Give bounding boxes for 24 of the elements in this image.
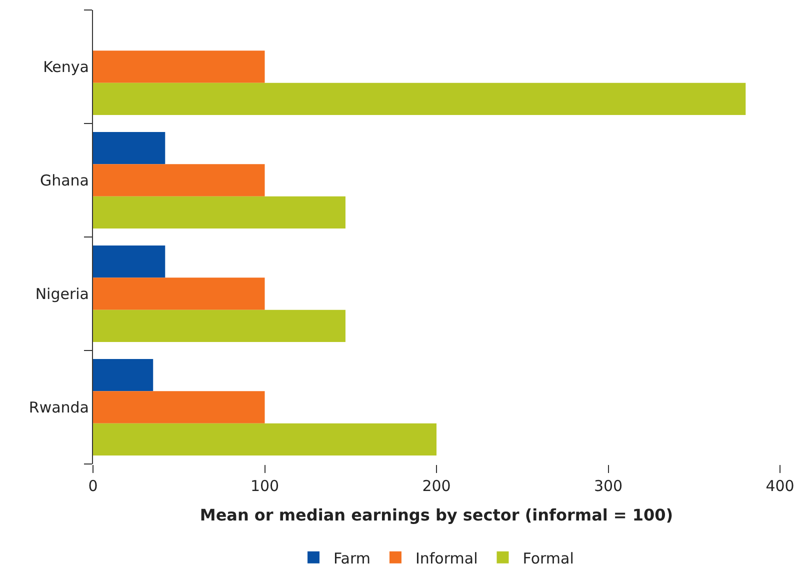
bar: [93, 391, 265, 424]
bar: [93, 278, 265, 310]
y-tick-label: Nigeria: [35, 285, 89, 303]
bar: [93, 164, 265, 196]
x-tick-label: 200: [422, 477, 451, 495]
bar: [93, 359, 154, 392]
legend-label: Farm: [334, 549, 370, 568]
x-axis-title: Mean or median earnings by sector (informal = 100): [200, 506, 674, 525]
x-tick-label: 300: [594, 477, 623, 495]
bar: [93, 246, 166, 278]
bar: [93, 196, 346, 228]
bar: [93, 423, 436, 456]
bar: [93, 310, 346, 342]
y-tick-label: Kenya: [43, 58, 89, 76]
y-tick-label: Ghana: [40, 172, 89, 190]
x-tick-label: 100: [250, 477, 280, 495]
x-tick-label: 400: [766, 477, 794, 495]
bar: [93, 50, 265, 83]
legend-label: Formal: [522, 549, 574, 568]
x-tick-label: 0: [88, 477, 98, 495]
legend-label: Informal: [415, 549, 478, 568]
bar: [93, 132, 166, 164]
bar: [93, 82, 746, 115]
y-tick-label: Rwanda: [28, 398, 89, 416]
